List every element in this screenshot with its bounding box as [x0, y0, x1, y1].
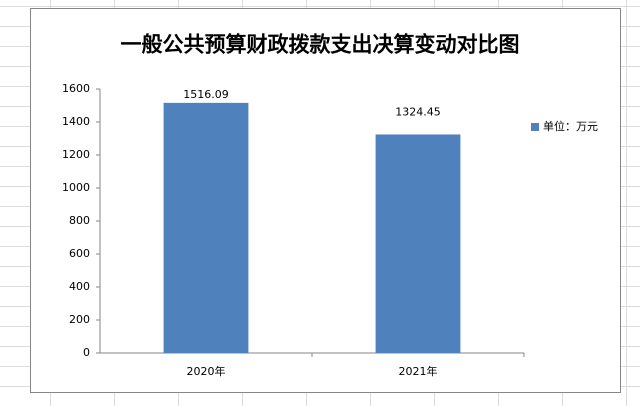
y-tick-label: 200 — [69, 313, 90, 326]
bar — [163, 102, 249, 353]
x-tick-label: 2021年 — [399, 364, 438, 378]
y-tick-label: 0 — [83, 346, 90, 359]
data-label: 1324.45 — [395, 105, 441, 118]
legend-label: 单位：万元 — [543, 119, 598, 133]
chart-frame — [30, 8, 621, 393]
y-tick-label: 1600 — [62, 82, 90, 95]
y-tick-label: 1200 — [62, 148, 90, 161]
legend-swatch — [531, 123, 539, 131]
y-tick-label: 600 — [69, 247, 90, 260]
y-tick-label: 400 — [69, 280, 90, 293]
y-tick-label: 800 — [69, 214, 90, 227]
y-tick-label: 1400 — [62, 115, 90, 128]
bar — [375, 134, 461, 353]
y-tick-label: 1000 — [62, 181, 90, 194]
data-label: 1516.09 — [183, 88, 229, 101]
x-tick-label: 2020年 — [187, 364, 226, 378]
chart-title: 一般公共预算财政拨款支出决算变动对比图 — [121, 32, 520, 57]
